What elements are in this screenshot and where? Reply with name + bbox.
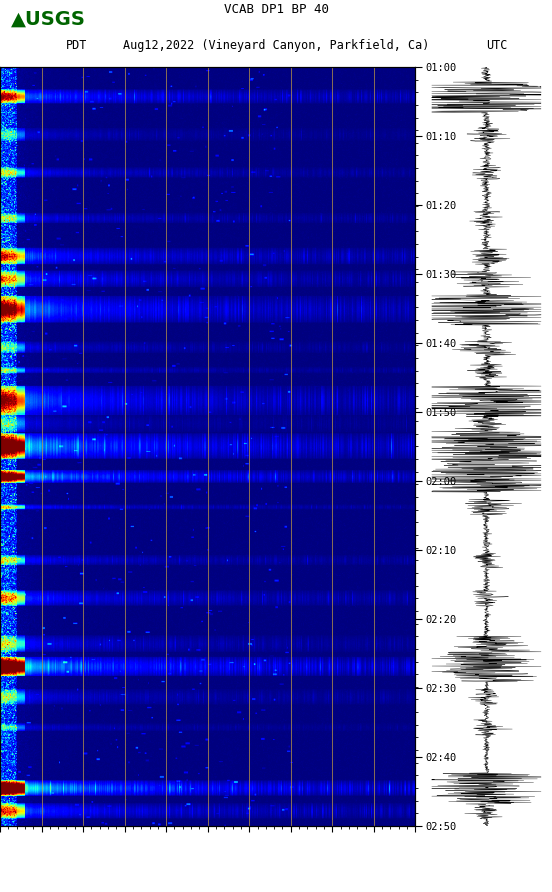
Text: VCAB DP1 BP 40: VCAB DP1 BP 40: [224, 4, 328, 16]
Text: PDT: PDT: [66, 38, 88, 52]
Text: UTC: UTC: [486, 38, 507, 52]
Text: Aug12,2022 (Vineyard Canyon, Parkfield, Ca): Aug12,2022 (Vineyard Canyon, Parkfield, …: [123, 38, 429, 52]
Text: ▲USGS: ▲USGS: [11, 10, 86, 29]
